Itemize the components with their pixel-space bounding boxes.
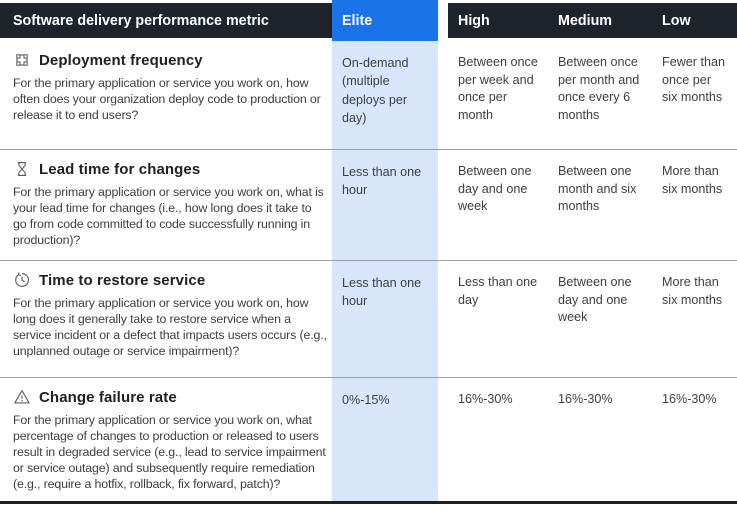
header-elite-label: Elite xyxy=(342,12,373,29)
header-elite: Elite xyxy=(332,0,438,41)
low-value-cell: More than six months xyxy=(662,164,723,196)
table-header-row: Software delivery performance metric Eli… xyxy=(0,0,737,41)
header-medium: Medium xyxy=(548,3,652,38)
metric-title-line: Lead time for changes xyxy=(13,160,330,178)
high-value-cell: 16%-30% xyxy=(458,392,513,406)
header-medium-label: Medium xyxy=(558,12,613,29)
metric-title: Deployment frequency xyxy=(39,51,203,69)
medium-value-cell: Between once per month and once every 6 … xyxy=(558,55,640,122)
deployment-cycle-icon xyxy=(16,54,28,66)
header-low-label: Low xyxy=(662,12,691,29)
metric-cell: Change failure rate For the primary appl… xyxy=(0,378,332,501)
metric-title: Change failure rate xyxy=(39,388,177,406)
metric-title-line: Change failure rate xyxy=(13,388,330,406)
metric-description: For the primary application or service y… xyxy=(13,185,324,247)
metric-cell: Time to restore service For the primary … xyxy=(0,261,332,377)
column-gutter xyxy=(438,41,448,149)
metric-title: Lead time for changes xyxy=(39,160,201,178)
metric-description: For the primary application or service y… xyxy=(13,76,321,122)
metric-title-line: Time to restore service xyxy=(13,271,330,289)
restore-clock-icon xyxy=(15,272,30,287)
header-metric: Software delivery performance metric xyxy=(0,3,332,38)
header-low: Low xyxy=(652,3,737,38)
elite-value-cell: 0%-15% xyxy=(332,378,438,501)
metric-cell: Lead time for changes For the primary ap… xyxy=(0,150,332,260)
header-metric-label: Software delivery performance metric xyxy=(13,12,269,29)
high-value-cell: Less than one day xyxy=(458,275,538,307)
metric-title-line: Deployment frequency xyxy=(13,51,330,69)
table-row-change-failure-rate: Change failure rate For the primary appl… xyxy=(0,378,737,504)
header-high: High xyxy=(448,3,548,38)
metric-cell: Deployment frequency For the primary app… xyxy=(0,41,332,149)
column-gutter xyxy=(438,150,448,260)
column-gutter xyxy=(438,378,448,501)
low-value-cell: More than six months xyxy=(662,275,723,307)
header-high-label: High xyxy=(458,12,490,29)
column-gutter xyxy=(438,261,448,377)
header-gutter xyxy=(438,0,448,41)
medium-value-cell: Between one month and six months xyxy=(558,164,637,214)
elite-value-cell: Less than one hour xyxy=(332,261,438,377)
high-value-cell: Between one day and one week xyxy=(458,164,532,214)
metric-title: Time to restore service xyxy=(39,271,206,289)
elite-value-cell: On-demand (multiple deploys per day) xyxy=(332,41,438,149)
medium-value-cell: 16%-30% xyxy=(558,392,613,406)
table-row-deployment-frequency: Deployment frequency For the primary app… xyxy=(0,41,737,150)
metric-description: For the primary application or service y… xyxy=(13,296,327,358)
hourglass-icon xyxy=(17,162,27,176)
elite-value-cell: Less than one hour xyxy=(332,150,438,260)
high-value-cell: Between once per week and once per month xyxy=(458,55,538,122)
table-row-lead-time: Lead time for changes For the primary ap… xyxy=(0,150,737,261)
table-row-time-to-restore: Time to restore service For the primary … xyxy=(0,261,737,378)
low-value-cell: Fewer than once per six months xyxy=(662,55,725,105)
medium-value-cell: Between one day and one week xyxy=(558,275,632,325)
metric-description: For the primary application or service y… xyxy=(13,413,326,491)
low-value-cell: 16%-30% xyxy=(662,392,717,406)
warning-triangle-icon xyxy=(14,390,30,404)
